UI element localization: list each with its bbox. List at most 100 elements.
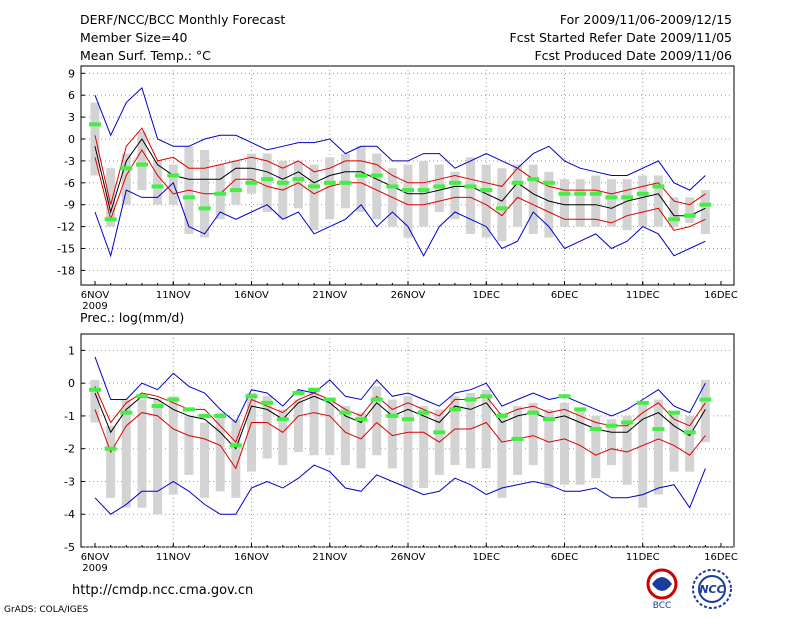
prec-box: [340, 406, 350, 466]
prec-ytick-label: -5: [64, 541, 75, 554]
temp-green-marker: [636, 191, 649, 196]
prec-xtick-label: 1DEC: [473, 552, 500, 563]
prec-line-mean: [94, 392, 706, 450]
prec-xtick-label: 6DEC: [551, 552, 578, 563]
prec-xtick-label: 26NOV: [391, 552, 426, 563]
prec-green-marker: [652, 427, 665, 432]
prec-ytick-label: -2: [64, 443, 75, 456]
prec-green-marker: [433, 430, 446, 435]
temp-ytick-label: -9: [64, 199, 75, 212]
prec-green-marker: [402, 417, 414, 422]
temp-box: [466, 157, 476, 234]
temp-xtick-label: 16NOV: [234, 290, 269, 301]
temp-box: [513, 164, 523, 227]
ncc-logo-text: NCC: [699, 583, 724, 596]
prec-line-upper-sd: [94, 386, 706, 444]
prec-year-label: 2009: [82, 563, 107, 574]
member-size: Member Size=40: [80, 30, 188, 45]
temp-xtick-label: 6NOV: [81, 290, 110, 301]
prec-green-marker: [448, 407, 461, 412]
variable-label-temp: Mean Surf. Temp.: °C: [80, 48, 211, 63]
prec-box: [466, 392, 476, 469]
prec-box: [700, 379, 710, 443]
temp-box: [231, 160, 241, 205]
prec-box: [200, 422, 210, 498]
prec-green-marker: [417, 410, 430, 415]
temp-green-marker: [135, 162, 148, 167]
temp-green-marker: [683, 213, 696, 218]
prec-box: [560, 402, 569, 485]
prec-box: [669, 412, 679, 472]
temp-green-marker: [370, 173, 383, 178]
prec-ytick-label: -4: [64, 508, 75, 521]
temp-green-marker: [699, 202, 712, 207]
temp-green-marker: [214, 191, 227, 196]
prec-box: [606, 419, 616, 466]
temp-green-marker: [605, 195, 618, 200]
variable-label-prec: Prec.: log(mm/d): [80, 310, 184, 325]
temp-green-marker: [182, 195, 195, 200]
temp-green-marker: [402, 188, 414, 193]
temp-line-max: [94, 181, 706, 258]
prec-box: [262, 396, 272, 459]
temp-box: [575, 179, 585, 227]
prec-green-marker: [558, 394, 571, 399]
grads-credit: GrADS: COLA/IGES: [4, 605, 89, 615]
temp-box: [528, 164, 538, 234]
prec-green-marker: [104, 446, 117, 451]
temp-green-marker: [621, 195, 634, 200]
prec-ytick-label: -1: [64, 410, 75, 423]
temp-green-marker: [167, 173, 180, 178]
prec-xtick-label: 11DEC: [626, 552, 660, 563]
prec-green-marker: [182, 407, 195, 412]
temp-panel: 9 6 3 0 -3 -6 -9 -12 -15 -18 6NOV 11NOV 16NOV 21NOV 26…: [57, 65, 738, 312]
temp-line-mean: [94, 138, 706, 217]
temp-box: [591, 175, 601, 227]
prec-box: [419, 406, 429, 489]
prec-box: [278, 409, 288, 466]
temp-green-marker: [448, 180, 461, 185]
prec-green-marker: [214, 413, 227, 418]
temp-green-marker: [120, 166, 133, 171]
temp-year-label: 2009: [82, 301, 107, 312]
source-url: http://cmdp.ncc.cma.gov.cn: [72, 583, 254, 598]
temp-box: [450, 171, 460, 220]
prec-box: [153, 399, 163, 515]
prec-box: [309, 389, 319, 456]
prec-box: [121, 399, 131, 508]
prec-green-marker: [683, 430, 696, 435]
prec-xtick-label: 6NOV: [81, 552, 110, 563]
prec-box: [372, 386, 382, 456]
temp-xtick-label: 1DEC: [473, 290, 500, 301]
temp-box: [653, 175, 663, 227]
prec-green-marker: [636, 400, 649, 405]
temp-green-marker: [198, 206, 211, 211]
temp-green-marker: [433, 184, 446, 189]
temp-green-marker: [495, 206, 508, 211]
temp-green-marker: [339, 180, 352, 185]
temp-box: [106, 168, 116, 227]
prec-green-marker: [699, 397, 712, 402]
temp-green-marker: [151, 184, 164, 189]
temp-green-marker: [308, 184, 321, 189]
ncc-logo: NCC: [692, 569, 732, 609]
prec-panel: 1 0 -1 -2 -3 -4 -5 6NOV 11NOV 16NOV 21NOV 26NOV 1DEC…: [64, 310, 738, 574]
temp-box: [153, 160, 163, 205]
prec-green-marker: [495, 413, 508, 418]
temp-green-marker: [229, 188, 242, 193]
prec-box: [231, 419, 241, 498]
temp-box: [262, 153, 272, 212]
prec-green-marker: [245, 394, 258, 399]
temp-green-marker: [558, 191, 571, 196]
bcc-logo: BCC: [646, 568, 678, 610]
temp-line-min: [94, 86, 706, 191]
temp-xtick-label: 16DEC: [704, 290, 738, 301]
temp-box: [481, 164, 491, 238]
prec-box: [168, 396, 178, 495]
prec-green-marker: [167, 397, 180, 402]
prec-green-marker: [621, 420, 634, 425]
temp-xtick-label: 26NOV: [391, 290, 426, 301]
prec-box: [184, 415, 194, 475]
temp-box: [700, 190, 710, 234]
